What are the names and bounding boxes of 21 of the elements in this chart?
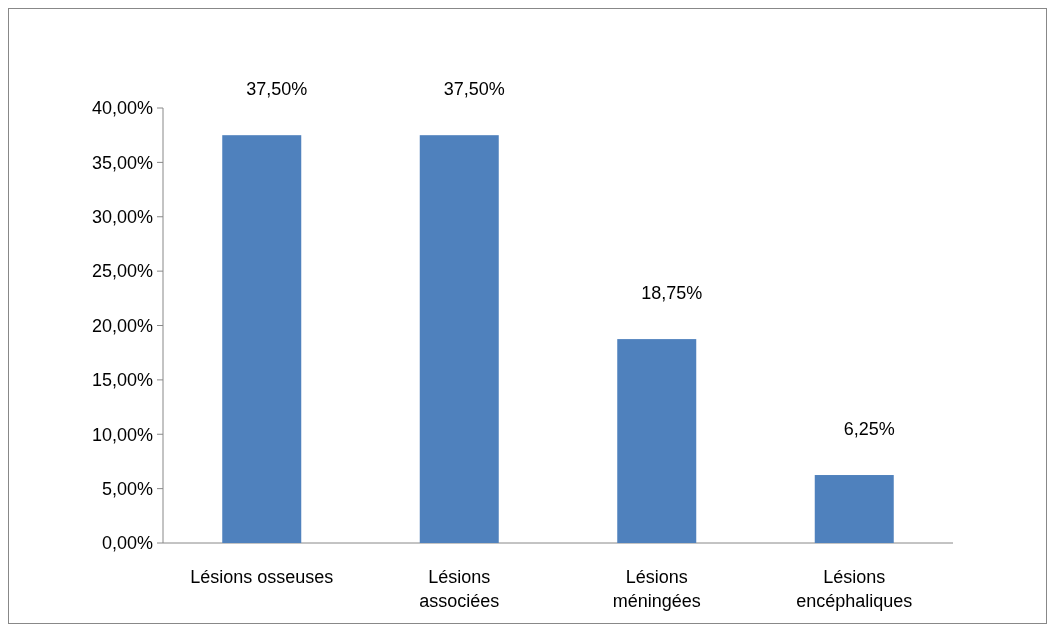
bar [814,475,894,543]
y-tick-label: 5,00% [101,478,153,499]
x-tick-label: Lésions méningées [612,567,701,611]
y-tick-label: 35,00% [91,152,153,173]
y-tick-label: 10,00% [91,424,153,445]
x-tick-label: Lésions osseuses [190,567,334,587]
bar [419,135,499,543]
x-tick-label: Lésions associées [419,567,500,611]
data-label: 37,50% [246,79,308,100]
bar [222,135,302,543]
y-tick-label: 0,00% [101,533,153,554]
data-label: 37,50% [443,79,505,100]
y-tick-label: 30,00% [91,207,153,228]
y-tick-label: 40,00% [91,98,153,119]
y-tick-label: 25,00% [91,261,153,282]
y-tick-label: 20,00% [91,315,153,336]
y-tick-label: 15,00% [91,370,153,391]
data-label: 6,25% [843,419,895,440]
bar [617,339,697,543]
data-label: 18,75% [641,283,703,304]
x-tick-label: Lésions encéphaliques [796,567,913,611]
